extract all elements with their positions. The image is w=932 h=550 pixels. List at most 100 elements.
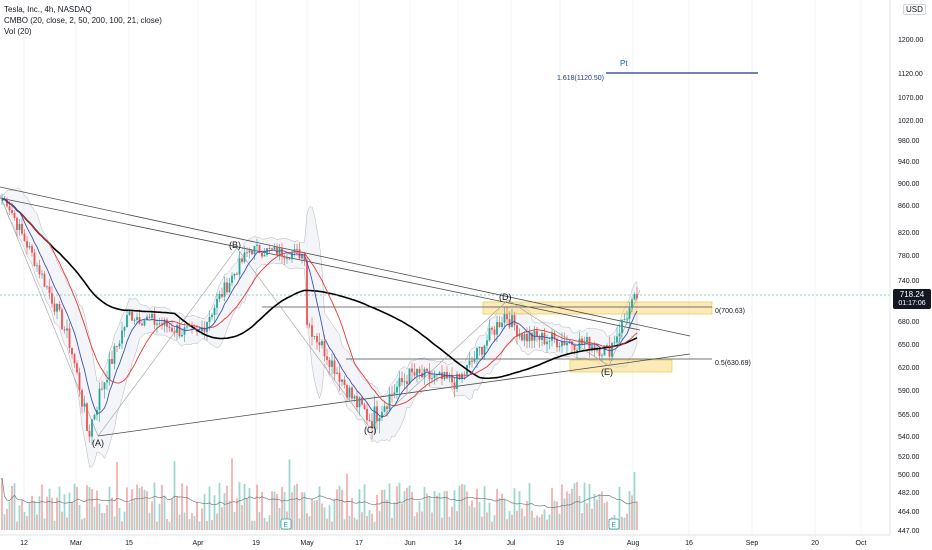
volume-bar (61, 511, 63, 530)
volume-bar (301, 492, 303, 530)
candle-body (78, 372, 81, 391)
candle-body (583, 342, 586, 344)
candle-body (316, 335, 318, 343)
volume-bar (56, 497, 58, 530)
time-tick-label: 19 (252, 540, 260, 547)
volume-title[interactable]: Vol (20) (4, 27, 32, 36)
volume-bar (41, 484, 43, 530)
candle-body (506, 314, 508, 320)
volume-bar (348, 515, 351, 530)
volume-bar (366, 515, 368, 530)
price-tick-label: 464.00 (898, 509, 920, 516)
volume-bar (178, 514, 181, 530)
volume-bar (393, 502, 396, 530)
price-axis[interactable]: 1200.00 1120.00 1070.00 1020.00 980.00 940.00… (898, 37, 923, 535)
candle-body (206, 322, 208, 332)
volume-bar (591, 508, 593, 530)
volume-bar (81, 519, 83, 530)
volume-bar (98, 503, 101, 530)
candle-body (633, 294, 636, 300)
volume-bar (371, 513, 373, 530)
candle-body (561, 341, 563, 347)
time-axis[interactable]: 12 Mar 15 Apr 19 May 17 Jun 14 Jul 19 Aug 16 Sep 20 Oct (20, 540, 866, 547)
candle-body (511, 315, 513, 328)
candle-body (6, 198, 8, 207)
candle-body (558, 346, 561, 348)
volume-bar (36, 514, 38, 530)
upper-trendline (0, 186, 691, 337)
candle-body (13, 213, 16, 218)
volume-bar (506, 519, 508, 530)
volume-bar (618, 486, 621, 530)
candle-body (428, 370, 431, 380)
candle-body (276, 246, 278, 256)
candle-body (618, 333, 621, 337)
volume-bar (433, 491, 436, 530)
volume-bar (533, 517, 536, 530)
volume-bar (578, 496, 581, 530)
candle-body (501, 322, 503, 327)
candle-body (71, 347, 73, 355)
candle-body (26, 240, 28, 248)
candle-body (533, 330, 536, 341)
price-tick-label: 540.00 (898, 434, 920, 441)
volume-bar (546, 519, 548, 530)
volume-bar (466, 491, 468, 530)
volume-bar (16, 521, 18, 530)
candle-body (386, 406, 388, 410)
candle-body (51, 293, 53, 304)
candle-body (333, 360, 336, 374)
volume-bar (498, 498, 501, 530)
candle-body (588, 336, 591, 351)
candle-body (48, 286, 51, 294)
candle-body (631, 299, 633, 308)
candle-body (248, 250, 251, 253)
earnings-marker[interactable]: E (280, 518, 292, 530)
volume-bar (401, 503, 403, 530)
volume-bar (108, 486, 111, 530)
volume-bar (173, 461, 176, 530)
symbol-title[interactable]: Tesla, Inc., 4h, NASDAQ (4, 5, 92, 14)
candle-body (591, 346, 593, 351)
price-tick-label: 740.00 (898, 278, 920, 285)
volume-bar (128, 502, 131, 530)
volume-bar (136, 484, 138, 530)
candle-body (38, 265, 41, 275)
candle-body (491, 327, 493, 330)
indicator-title[interactable]: CMBO (20, close, 2, 50, 200, 100, 21, cl… (4, 16, 162, 25)
volume-bar (601, 491, 603, 530)
candle-body (223, 282, 226, 297)
candle-body (566, 343, 568, 346)
candle-body (278, 247, 281, 256)
volume-bar (291, 492, 293, 530)
candle-body (81, 390, 83, 407)
candle-body (263, 254, 266, 257)
volume-bar (463, 484, 466, 530)
volume-bar (551, 487, 553, 530)
currency-badge[interactable]: USD (903, 4, 926, 15)
candle-body (438, 372, 441, 375)
candle-body (153, 313, 156, 325)
volume-bar (586, 503, 588, 530)
volume-bar (101, 512, 103, 530)
candle-body (93, 414, 96, 420)
volume-bar (51, 497, 53, 530)
price-tick-label: 900.00 (898, 181, 920, 188)
candle-body (231, 275, 233, 283)
candle-body (266, 248, 268, 255)
candle-body (66, 328, 68, 331)
candle-body (163, 319, 166, 326)
volume-bar (183, 512, 186, 530)
candle-body (351, 387, 353, 399)
earnings-marker[interactable]: E (608, 518, 620, 530)
volume-bar (71, 502, 73, 530)
legend: Tesla, Inc., 4h, NASDAQ CMBO (20, close,… (4, 4, 162, 37)
volume-bar (373, 521, 376, 530)
candle-body (613, 342, 616, 344)
time-tick-label: Aug (627, 540, 640, 547)
volume-bar (236, 498, 238, 530)
volume-bar (158, 503, 161, 530)
volume-bar (266, 521, 268, 530)
price-tick-label: 1200.00 (898, 37, 923, 44)
